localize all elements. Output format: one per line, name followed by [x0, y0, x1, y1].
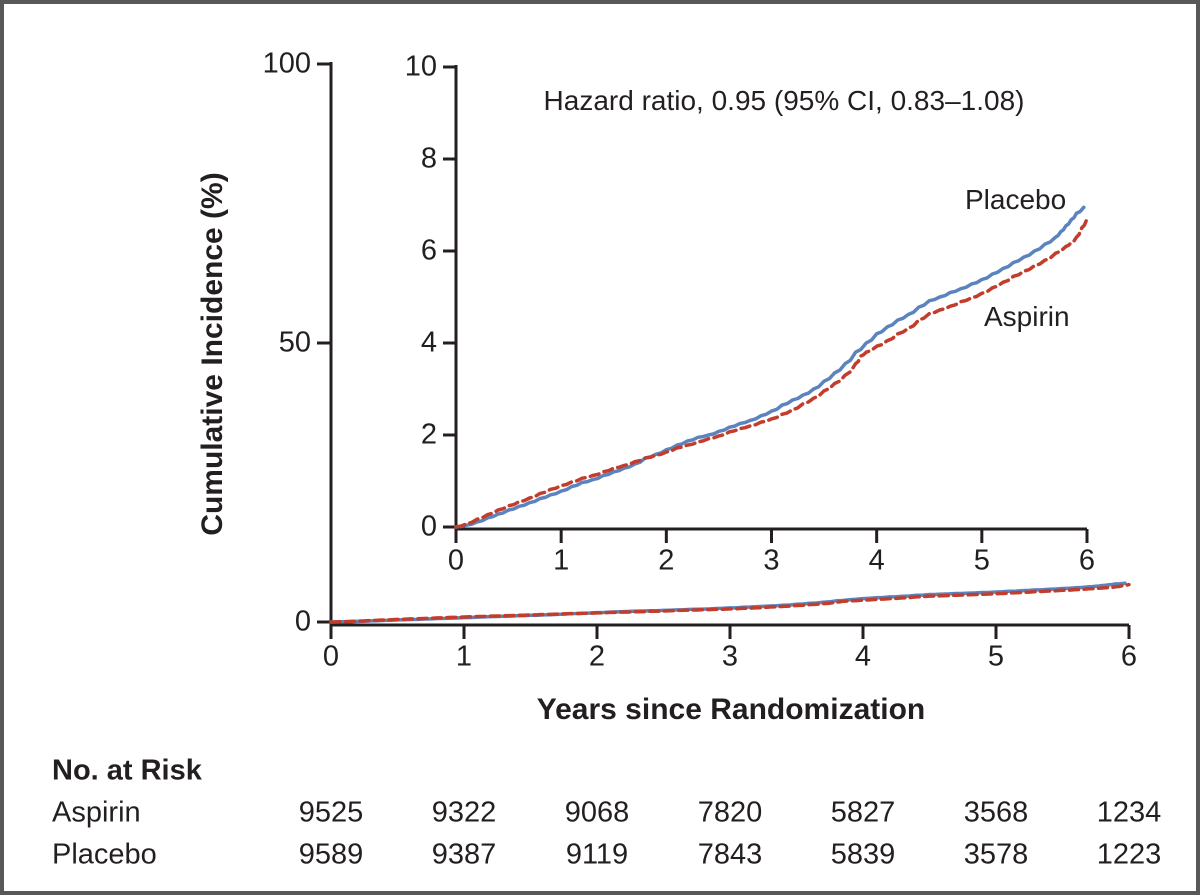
risk-value-placebo-year-0: 9589 — [298, 838, 364, 871]
risk-value-placebo-year-4: 5839 — [830, 838, 896, 871]
main-x-tick-label: 3 — [721, 640, 739, 673]
inset-curve-placebo — [454, 205, 1086, 529]
placebo-curve-label: Placebo — [965, 184, 1067, 215]
inset-curve-aspirin — [454, 217, 1089, 529]
y-axis-title: Cumulative Incidence (%) — [196, 172, 229, 536]
inset-x-tick-label: 3 — [763, 544, 780, 577]
inset-x-tick-label: 2 — [658, 544, 675, 577]
main-x-tick-label: 4 — [854, 640, 872, 673]
inset-y-tick-label: 6 — [420, 234, 437, 267]
risk-value-aspirin-year-2: 9068 — [564, 796, 630, 829]
risk-value-aspirin-year-5: 3568 — [963, 796, 1029, 829]
inset-y-tick-label: 2 — [420, 418, 437, 451]
risk-value-aspirin-year-4: 5827 — [830, 796, 896, 829]
hazard-ratio-annotation: Hazard ratio, 0.95 (95% CI, 0.83–1.08) — [543, 85, 1025, 116]
risk-table-title: No. at Risk — [52, 754, 202, 787]
inset-y-tick-label: 8 — [420, 142, 437, 175]
x-axis-title: Years since Randomization — [536, 693, 926, 726]
chart-canvas — [317, 62, 1131, 639]
main-x-tick-label: 0 — [322, 640, 340, 673]
risk-value-placebo-year-1: 9387 — [431, 838, 497, 871]
risk-row-label-placebo: Placebo — [52, 838, 157, 871]
main-curve-aspirin — [329, 582, 1131, 624]
risk-value-aspirin-year-6: 1234 — [1096, 796, 1162, 829]
inset-x-tick-label: 1 — [553, 544, 570, 577]
risk-value-placebo-year-2: 9119 — [565, 838, 629, 871]
risk-value-aspirin-year-0: 9525 — [298, 796, 364, 829]
inset-y-tick-label: 10 — [404, 50, 437, 83]
main-x-tick-label: 1 — [455, 640, 473, 673]
main-x-tick-label: 2 — [588, 640, 606, 673]
inset-x-tick-label: 0 — [447, 544, 465, 577]
risk-value-placebo-year-6: 1223 — [1096, 838, 1162, 871]
risk-value-aspirin-year-3: 7820 — [697, 796, 763, 829]
inset-y-tick-label: 4 — [420, 326, 437, 359]
risk-value-placebo-year-3: 7843 — [697, 838, 763, 871]
inset-x-tick-label: 6 — [1078, 544, 1096, 577]
aspirin-curve-label: Aspirin — [984, 301, 1070, 332]
inset-y-tick-label: 0 — [420, 510, 437, 543]
main-x-tick-label: 6 — [1120, 640, 1138, 673]
risk-row-label-aspirin: Aspirin — [52, 796, 141, 829]
main-y-tick-label: 50 — [278, 326, 311, 359]
main-y-tick-label: 100 — [262, 47, 311, 80]
inset-x-tick-label: 4 — [868, 544, 885, 577]
main-x-tick-label: 5 — [987, 640, 1005, 673]
risk-value-aspirin-year-1: 9322 — [431, 796, 497, 829]
main-y-tick-label: 0 — [294, 605, 311, 638]
inset-x-tick-label: 5 — [973, 544, 990, 577]
risk-value-placebo-year-5: 3578 — [963, 838, 1029, 871]
